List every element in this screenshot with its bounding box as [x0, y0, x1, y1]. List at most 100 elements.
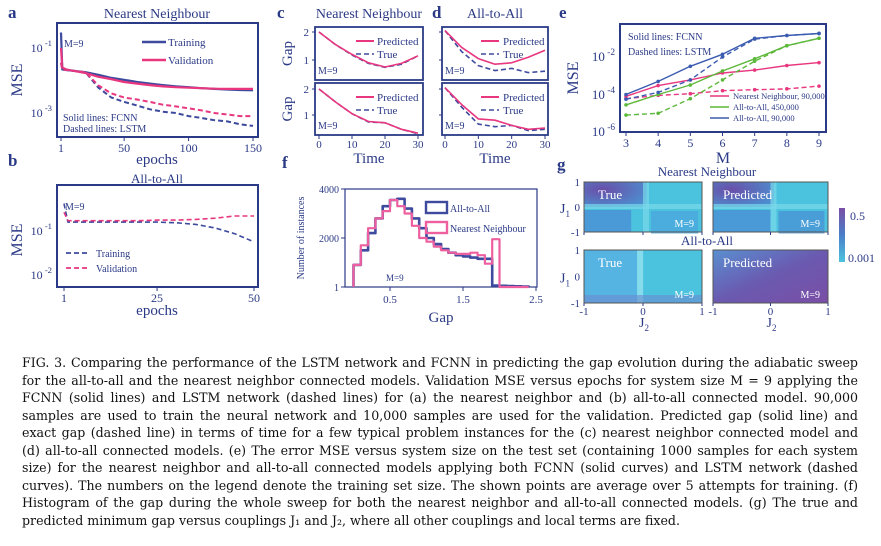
- y-tick-label: 10 -2: [592, 48, 615, 64]
- x-tick-label: 5: [687, 136, 693, 150]
- x-tick-label: 9: [816, 136, 822, 150]
- y-tick-label: 1: [304, 55, 310, 67]
- panel-c-frame: [314, 82, 424, 136]
- heatmap-label: Predicted: [723, 255, 773, 270]
- caption-line: FIG. 3. Comparing the performance of the…: [22, 355, 858, 370]
- legend-label: True: [377, 49, 397, 61]
- panel-label-e: e: [559, 3, 567, 22]
- legend-label: Predicted: [377, 92, 419, 104]
- x-tick-label: 0: [768, 306, 774, 318]
- data-point: [752, 57, 757, 61]
- panel-d-title: All-to-All: [467, 7, 523, 22]
- x-axis-label: Gap: [429, 310, 454, 326]
- annotation: M=9: [445, 66, 465, 77]
- panel-d-frame: [441, 82, 549, 136]
- note: Solid lines: FCNN: [628, 32, 702, 43]
- y-tick-label: 4000: [319, 185, 339, 196]
- legend-label: True: [503, 49, 523, 61]
- heatmap-label: True: [598, 255, 622, 270]
- x-tick-label: 50: [118, 141, 130, 155]
- x-tick-label: 2.5: [529, 294, 543, 306]
- annotation: M=9: [318, 66, 338, 77]
- y-tick-label: 1: [334, 283, 339, 294]
- annotation: M=9: [64, 39, 84, 50]
- data-point: [624, 113, 628, 117]
- legend-label: Validation: [96, 264, 137, 275]
- data-point: [720, 88, 725, 93]
- data-point: [817, 84, 821, 88]
- caption-line: size) for the nearest neighbor and all-t…: [22, 460, 858, 475]
- panel-f-frame: [344, 188, 538, 288]
- annotation: M=9: [65, 202, 85, 213]
- annotation: M=9: [445, 121, 465, 132]
- y-tick-label: -1: [571, 298, 580, 310]
- x-tick-label: 1: [58, 141, 64, 155]
- heatmap-cell: [584, 210, 632, 232]
- legend-label: True: [503, 105, 523, 117]
- caption-line: predicted minimum gap versus couplings J…: [22, 512, 680, 528]
- predicted-gap-line: [444, 30, 546, 65]
- true-gap-line: [444, 30, 546, 74]
- y-axis-label: MSE: [565, 62, 582, 95]
- x-tick-label: -1: [708, 306, 717, 318]
- data-point: [656, 90, 660, 95]
- panel-label-c: c: [277, 3, 285, 22]
- heatmap-cell: [584, 250, 638, 303]
- y-tick-label: 10 -4: [592, 86, 615, 102]
- y-tick-label: 10 -2: [31, 265, 52, 282]
- colorbar: [839, 208, 845, 262]
- series-line-lstm-validation: [60, 62, 253, 118]
- legend-label: Predicted: [503, 36, 545, 48]
- y-axis-label: MSE: [9, 224, 26, 257]
- panel-label-a: a: [8, 3, 17, 22]
- heatmap-cell: [637, 250, 644, 303]
- legend-label: Nearest Neighbour: [450, 224, 526, 235]
- predicted-gap-line: [444, 87, 546, 131]
- data-point: [656, 111, 660, 116]
- panel-label-g: g: [557, 155, 566, 174]
- caption-line: FCNN (solid lines) and LSTM network (das…: [22, 390, 858, 405]
- heatmap-label: Predicted: [723, 187, 773, 202]
- legend-label: Nearest Neighbour, 90,000: [733, 91, 825, 101]
- y-tick-label: 2000: [319, 234, 339, 245]
- data-point: [785, 63, 789, 68]
- panel-b-title: All-to-All: [131, 171, 183, 186]
- annotation: M=9: [800, 219, 820, 230]
- legend-swatch: [424, 220, 449, 235]
- x-tick-label: 7: [752, 136, 758, 150]
- legend-label: Predicted: [377, 36, 419, 48]
- x-tick-label: 10: [473, 139, 485, 151]
- heatmap-title: Nearest Neighbour: [658, 164, 757, 179]
- series-line-fcnn-validation: [59, 47, 253, 91]
- heatmap-nn-predicted: [712, 181, 829, 234]
- y-tick-label: 10 -1: [31, 221, 52, 238]
- data-point: [817, 36, 821, 41]
- histogram-nearest-neighbour: [352, 198, 529, 289]
- y-tick-label: 10 -1: [31, 38, 52, 55]
- legend-swatch: [424, 200, 449, 215]
- data-point: [656, 79, 660, 84]
- caption-line: samples are used to train the neural net…: [22, 407, 858, 423]
- data-point: [688, 64, 693, 69]
- caption-line: Histogram of the gap during the whole sw…: [22, 495, 858, 510]
- x-tick-label: 50: [248, 291, 260, 305]
- y-tick-label: 0: [575, 272, 581, 284]
- x-tick-label: 3: [623, 136, 629, 150]
- x-tick-label: 6: [720, 136, 726, 150]
- note: Dashed lines: LSTM: [628, 47, 711, 58]
- data-point: [752, 36, 757, 41]
- heatmap-cell: [713, 210, 771, 232]
- heatmap-title: All-to-All: [681, 233, 733, 248]
- data-point: [624, 92, 628, 97]
- series-line-training: [63, 203, 255, 243]
- x-axis-label: J2: [767, 316, 777, 333]
- y-tick-label: -1: [571, 227, 580, 239]
- x-tick-label: 150: [244, 141, 262, 155]
- panel-label-d: d: [432, 3, 442, 22]
- note: Solid lines: FCNN: [63, 113, 137, 124]
- data-point: [624, 97, 628, 102]
- heatmap-cell: [584, 204, 702, 209]
- data-point: [656, 83, 660, 88]
- data-point: [752, 87, 757, 92]
